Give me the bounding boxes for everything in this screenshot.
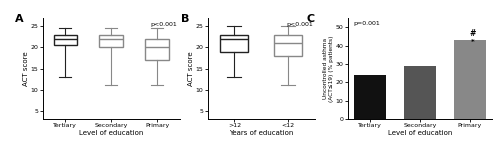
- Bar: [404, 66, 436, 119]
- Text: A: A: [15, 14, 24, 24]
- PathPatch shape: [54, 35, 78, 45]
- Text: p=0.001: p=0.001: [354, 21, 380, 26]
- PathPatch shape: [145, 39, 169, 60]
- Text: B: B: [180, 14, 189, 24]
- Bar: [454, 40, 486, 119]
- PathPatch shape: [220, 35, 248, 52]
- X-axis label: Level of education: Level of education: [79, 130, 144, 136]
- Text: #: #: [469, 29, 476, 38]
- Y-axis label: ACT score: ACT score: [188, 51, 194, 86]
- X-axis label: Years of education: Years of education: [229, 130, 294, 136]
- Bar: [354, 75, 386, 119]
- Y-axis label: ACT score: ACT score: [23, 51, 29, 86]
- X-axis label: Level of education: Level of education: [388, 130, 452, 136]
- Text: C: C: [307, 14, 315, 24]
- Text: p<0.001: p<0.001: [150, 22, 178, 27]
- PathPatch shape: [100, 35, 123, 47]
- PathPatch shape: [274, 35, 302, 56]
- Text: *: *: [470, 39, 474, 45]
- Text: p<0.001: p<0.001: [286, 22, 313, 27]
- Y-axis label: Uncontrolled asthma
(ACT≤19) (% patients): Uncontrolled asthma (ACT≤19) (% patients…: [324, 35, 334, 102]
